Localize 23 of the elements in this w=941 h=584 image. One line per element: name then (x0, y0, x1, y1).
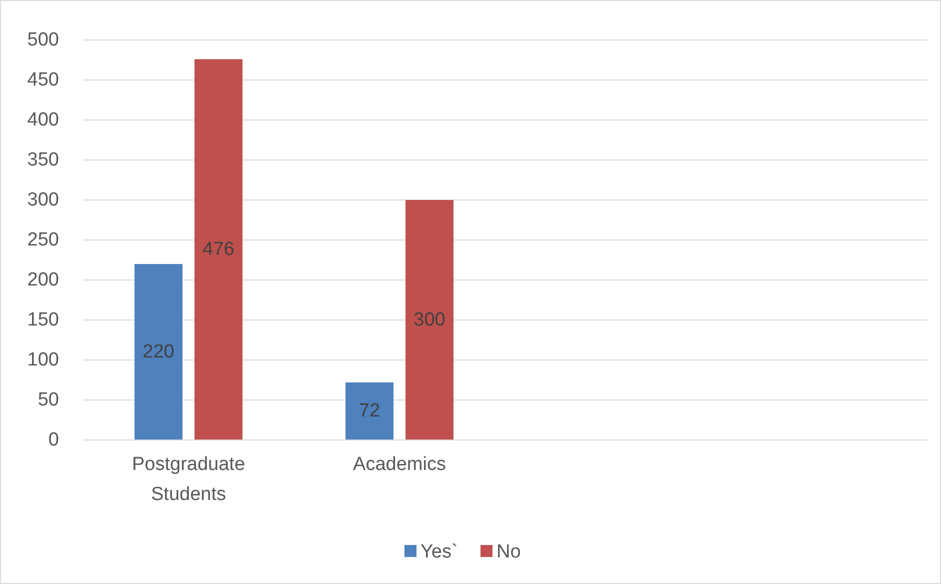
bar (406, 200, 454, 440)
data-label: 72 (358, 400, 380, 422)
y-tick-label: 50 (38, 390, 59, 410)
y-tick-label: 500 (27, 30, 59, 50)
data-label: 220 (142, 342, 174, 362)
y-tick-label: 450 (27, 70, 59, 90)
data-label: 300 (414, 310, 446, 330)
bar (346, 382, 394, 440)
y-tick-label: 150 (27, 310, 59, 330)
bar (134, 264, 182, 440)
y-tick-label: 250 (27, 230, 59, 250)
y-tick-label: 100 (27, 350, 59, 370)
x-tick-label: Postgraduate Students (132, 454, 246, 505)
x-tick-label: Academics (353, 454, 446, 475)
data-label: 476 (202, 239, 234, 260)
legend-label: Yes` (420, 542, 458, 562)
y-tick-label: 400 (27, 110, 59, 130)
bar (194, 59, 242, 440)
legend-label: No (496, 542, 521, 562)
y-tick-label: 0 (48, 430, 59, 450)
y-tick-label: 200 (27, 270, 59, 290)
y-tick-label: 300 (27, 190, 59, 210)
y-tick-label: 350 (27, 150, 59, 170)
